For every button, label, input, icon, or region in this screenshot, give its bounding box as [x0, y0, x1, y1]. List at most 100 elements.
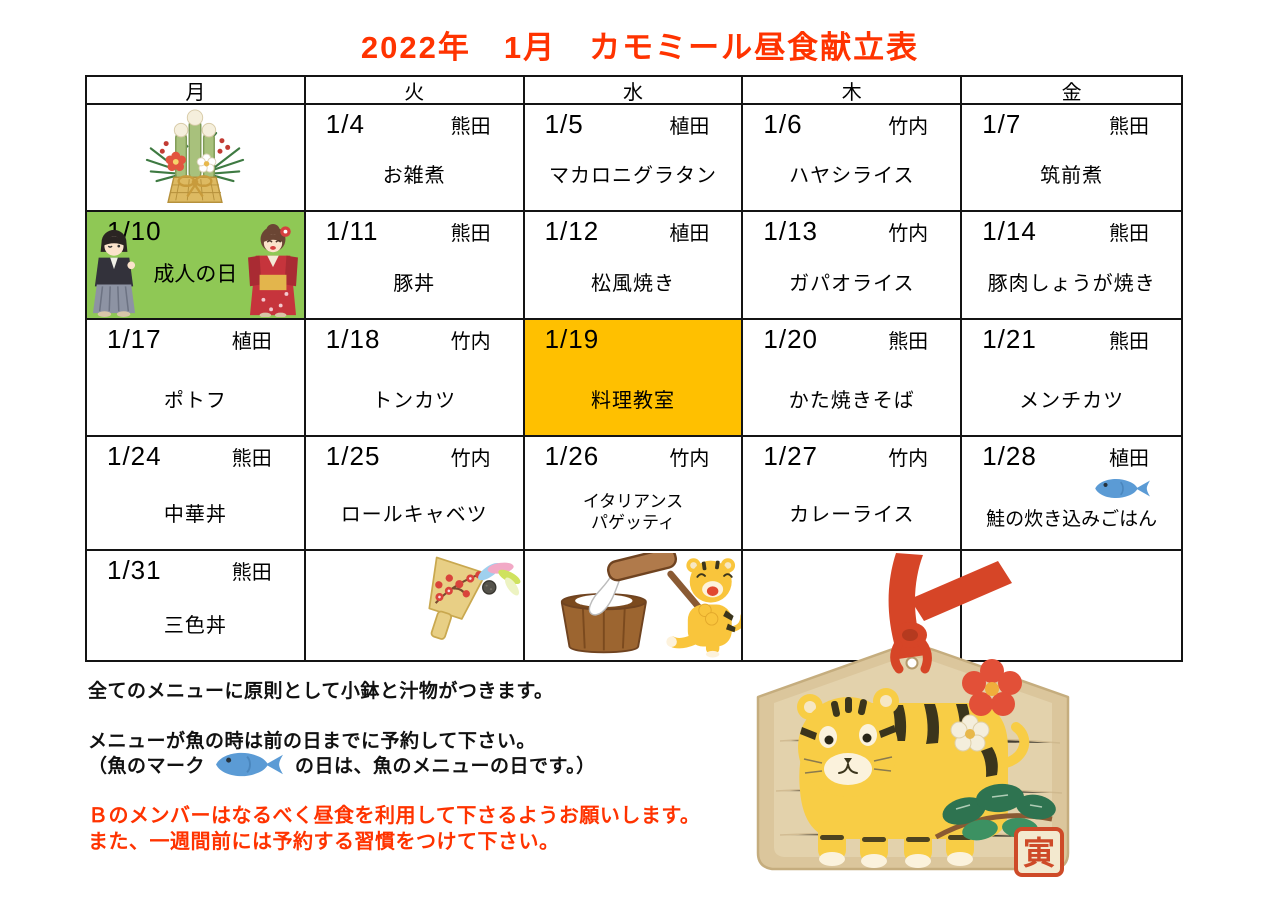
cell-staff: 植田	[669, 223, 710, 245]
cell-1-12: 1/12 植田 松風焼き	[524, 212, 744, 320]
cell-1-28-fish-day: 1/28 植田 鮭の炊き込みごはん	[962, 437, 1181, 551]
cell-menu: ハヤシライス	[789, 165, 915, 187]
girl-in-kimono-illustration	[247, 223, 298, 317]
cell-menu: お雑煮	[382, 165, 446, 187]
warning-message: Ｂのメンバーはなるべく昼食を利用して下さるようお願いします。 また、一週間前には…	[88, 803, 700, 855]
cell-date: 1/19	[544, 324, 600, 354]
cell-1-18: 1/18 竹内 トンカツ	[305, 320, 525, 437]
cell-date: 1/13	[763, 216, 818, 246]
warning-line1: Ｂのメンバーはなるべく昼食を利用して下さるようお願いします。	[88, 805, 701, 827]
cell-1-25: 1/25 竹内 ロールキャベツ	[305, 437, 525, 551]
cell-week5-fri	[962, 551, 1181, 660]
page-title: 2022年 1月 カモミール昼食献立表	[360, 30, 920, 65]
cell-date: 1/26	[544, 441, 600, 471]
day-header-wed: 水	[524, 77, 744, 105]
day-header-mon: 月	[87, 77, 306, 105]
cell-week5-tue	[305, 551, 525, 660]
boy-in-hakama-illustration	[92, 229, 136, 317]
menu-calendar-table: 月 火 水 木 金	[85, 75, 1183, 662]
fish-mark-icon	[1095, 478, 1150, 499]
cell-1-11: 1/11 熊田 豚丼	[305, 212, 525, 320]
cell-1-19-cooking-class: 1/19 料理教室	[524, 320, 744, 437]
cell-1-7: 1/7 熊田 筑前煮	[962, 105, 1181, 212]
cell-week5-wed	[524, 551, 744, 660]
cell-1-24: 1/24 熊田 中華丼	[87, 437, 306, 551]
cell-menu: 鮭の炊き込みごはん	[986, 509, 1158, 530]
cell-date: 1/12	[544, 216, 600, 246]
cell-staff: 熊田	[1109, 223, 1149, 245]
cell-staff: 竹内	[888, 116, 929, 138]
cell-staff: 熊田	[450, 223, 491, 245]
fish-mark-icon	[216, 752, 284, 777]
tiger-mochi-pounding-illustration	[560, 553, 741, 658]
kadomatsu-illustration	[146, 109, 245, 203]
note-fish-mark-legend: （魚のマーク の日は、魚のメニューの日です。）	[88, 748, 596, 781]
cell-menu: マカロニグラタン	[548, 165, 717, 187]
cell-1-20: 1/20 熊田 かた焼きそば	[743, 320, 963, 437]
cell-1-4: 1/4 熊田 お雑煮	[305, 105, 525, 212]
cell-date: 1/17	[107, 324, 162, 354]
cell-date: 1/14	[982, 216, 1037, 246]
holiday-label: 成人の日	[153, 263, 238, 286]
cell-menu: カレーライス	[789, 504, 915, 526]
cell-staff: 竹内	[888, 223, 929, 245]
cell-menu: ガパオライス	[789, 273, 915, 295]
note-fish-reservation: メニューが魚の時は前の日までに予約して下さい。	[88, 731, 536, 752]
cell-staff: 熊田	[1109, 331, 1149, 353]
cell-staff: 竹内	[450, 331, 491, 353]
cell-staff: 植田	[231, 331, 272, 353]
cell-menu: 三色丼	[163, 615, 227, 637]
cell-staff: 熊田	[231, 562, 272, 584]
cell-1-6: 1/6 竹内 ハヤシライス	[743, 105, 963, 212]
cell-date: 1/4	[325, 109, 365, 139]
cell-menu: トンカツ	[372, 390, 457, 412]
cell-date: 1/11	[325, 216, 379, 246]
cell-staff: 熊田	[231, 448, 272, 470]
cell-1-21: 1/21 熊田 メンチカツ	[962, 320, 1181, 437]
cell-menu: 筑前煮	[1040, 165, 1104, 187]
cell-staff: 竹内	[450, 448, 491, 470]
cell-menu: 中華丼	[163, 504, 227, 526]
cell-1-5: 1/5 植田 マカロニグラタン	[524, 105, 744, 212]
cell-date: 1/25	[325, 441, 381, 471]
cell-staff: 熊田	[450, 116, 491, 138]
cell-1-26: 1/26 竹内 イタリアンス パゲッティ	[524, 437, 744, 551]
day-header-fri: 金	[962, 77, 1181, 105]
cell-menu: ポトフ	[163, 390, 227, 412]
cell-menu: 料理教室	[590, 390, 675, 412]
cell-staff: 熊田	[1109, 116, 1149, 138]
zodiac-seal-character: 寅	[1023, 835, 1055, 871]
cell-week1-mon	[87, 105, 306, 212]
cell-menu: 豚肉しょうが焼き	[987, 273, 1156, 295]
hagoita-and-shuttlecock-illustration	[428, 556, 521, 640]
cell-date: 1/18	[325, 324, 381, 354]
cell-1-31: 1/31 熊田 三色丼	[87, 551, 306, 660]
note-fish-mark-suffix: の日は、魚のメニューの日です。）	[295, 756, 596, 777]
cell-menu: 松風焼き	[590, 273, 675, 295]
cell-staff: 植田	[669, 116, 710, 138]
cell-date: 1/20	[763, 324, 818, 354]
cell-1-14: 1/14 熊田 豚肉しょうが焼き	[962, 212, 1181, 320]
cell-menu-line2: パゲッティ	[591, 512, 675, 532]
note-side-dishes: 全てのメニューに原則として小鉢と汁物がつきます。	[88, 681, 554, 702]
cell-menu: ロールキャベツ	[340, 504, 488, 526]
cell-menu: メンチカツ	[1019, 390, 1125, 412]
cell-staff: 竹内	[888, 448, 929, 470]
day-header-thu: 木	[743, 77, 963, 105]
cell-date: 1/5	[544, 109, 584, 139]
cell-staff: 植田	[1109, 448, 1149, 470]
cell-menu-line1: イタリアンス	[582, 491, 684, 511]
cell-date: 1/24	[107, 441, 162, 471]
cell-staff: 熊田	[888, 331, 929, 353]
cell-1-27: 1/27 竹内 カレーライス	[743, 437, 963, 551]
day-header-tue: 火	[305, 77, 525, 105]
warning-line2: また、一週間前には予約する習慣をつけて下さい。	[88, 831, 560, 853]
cell-date: 1/31	[107, 555, 162, 585]
cell-week5-thu	[743, 551, 963, 660]
cell-date: 1/27	[763, 441, 818, 471]
cell-menu: 豚丼	[393, 273, 436, 295]
cell-staff: 竹内	[669, 448, 710, 470]
cell-1-10-coming-of-age-day: 1/10 成人の日	[87, 212, 306, 320]
cell-1-17: 1/17 植田 ポトフ	[87, 320, 306, 437]
